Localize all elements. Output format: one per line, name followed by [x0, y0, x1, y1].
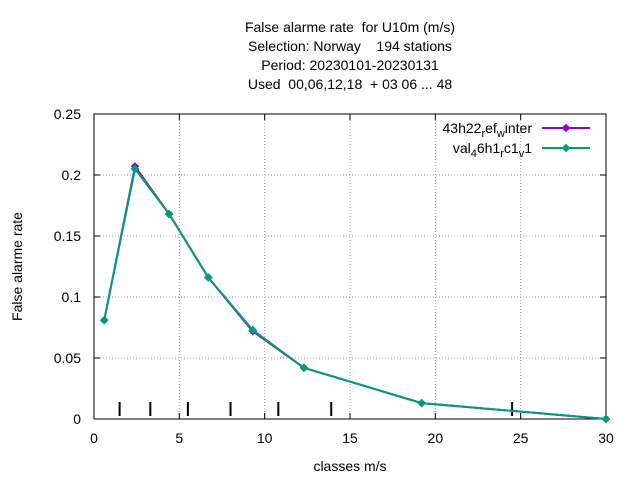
x-tick-label: 10: [257, 430, 273, 446]
grid: [94, 114, 606, 419]
series-line: [103, 166, 607, 420]
y-axis-label: False alarme rate: [9, 212, 25, 321]
x-tick-label: 5: [175, 430, 183, 446]
data-point: [602, 415, 610, 423]
chart-title: False alarme rate for U10m (m/s) Selectio…: [245, 19, 455, 92]
data-point: [248, 325, 257, 334]
legend-label: val46h1rc1v1: [453, 140, 532, 160]
y-tick-label: 0.25: [54, 106, 81, 122]
series: [100, 162, 610, 423]
title-line: False alarme rate for U10m (m/s): [245, 19, 455, 35]
y-tick-label: 0.2: [62, 167, 82, 183]
title-line: Selection: Norway 194 stations: [248, 38, 452, 54]
data-point: [299, 363, 308, 372]
title-line: Used 00,06,12,18 + 03 06 ... 48: [248, 76, 453, 92]
data-point: [417, 399, 426, 408]
legend-item: 43h22refwinter: [443, 120, 590, 140]
x-tick-label: 0: [90, 430, 98, 446]
x-tick-label: 30: [598, 430, 614, 446]
y-axis-ticks: 0 0.05 0.1 0.15 0.2 0.25: [54, 106, 606, 427]
title-line: Period: 20230101-20230131: [261, 57, 439, 73]
y-tick-label: 0: [73, 411, 81, 427]
x-tick-label: 15: [342, 430, 358, 446]
data-point: [100, 316, 109, 325]
x-tick-label: 20: [428, 430, 444, 446]
x-axis-ticks: 0 5 10 15 20 25 30: [90, 114, 614, 446]
data-point: [165, 210, 174, 219]
class-markers: [118, 402, 514, 416]
legend-item: val46h1rc1v1: [453, 140, 590, 160]
y-tick-label: 0.1: [62, 289, 82, 305]
y-tick-label: 0.05: [54, 350, 81, 366]
x-tick-label: 25: [513, 430, 529, 446]
x-axis-label: classes m/s: [313, 458, 386, 474]
data-point: [204, 273, 213, 282]
y-tick-label: 0.15: [54, 228, 81, 244]
legend-label: 43h22refwinter: [443, 120, 533, 140]
data-point: [130, 164, 139, 173]
